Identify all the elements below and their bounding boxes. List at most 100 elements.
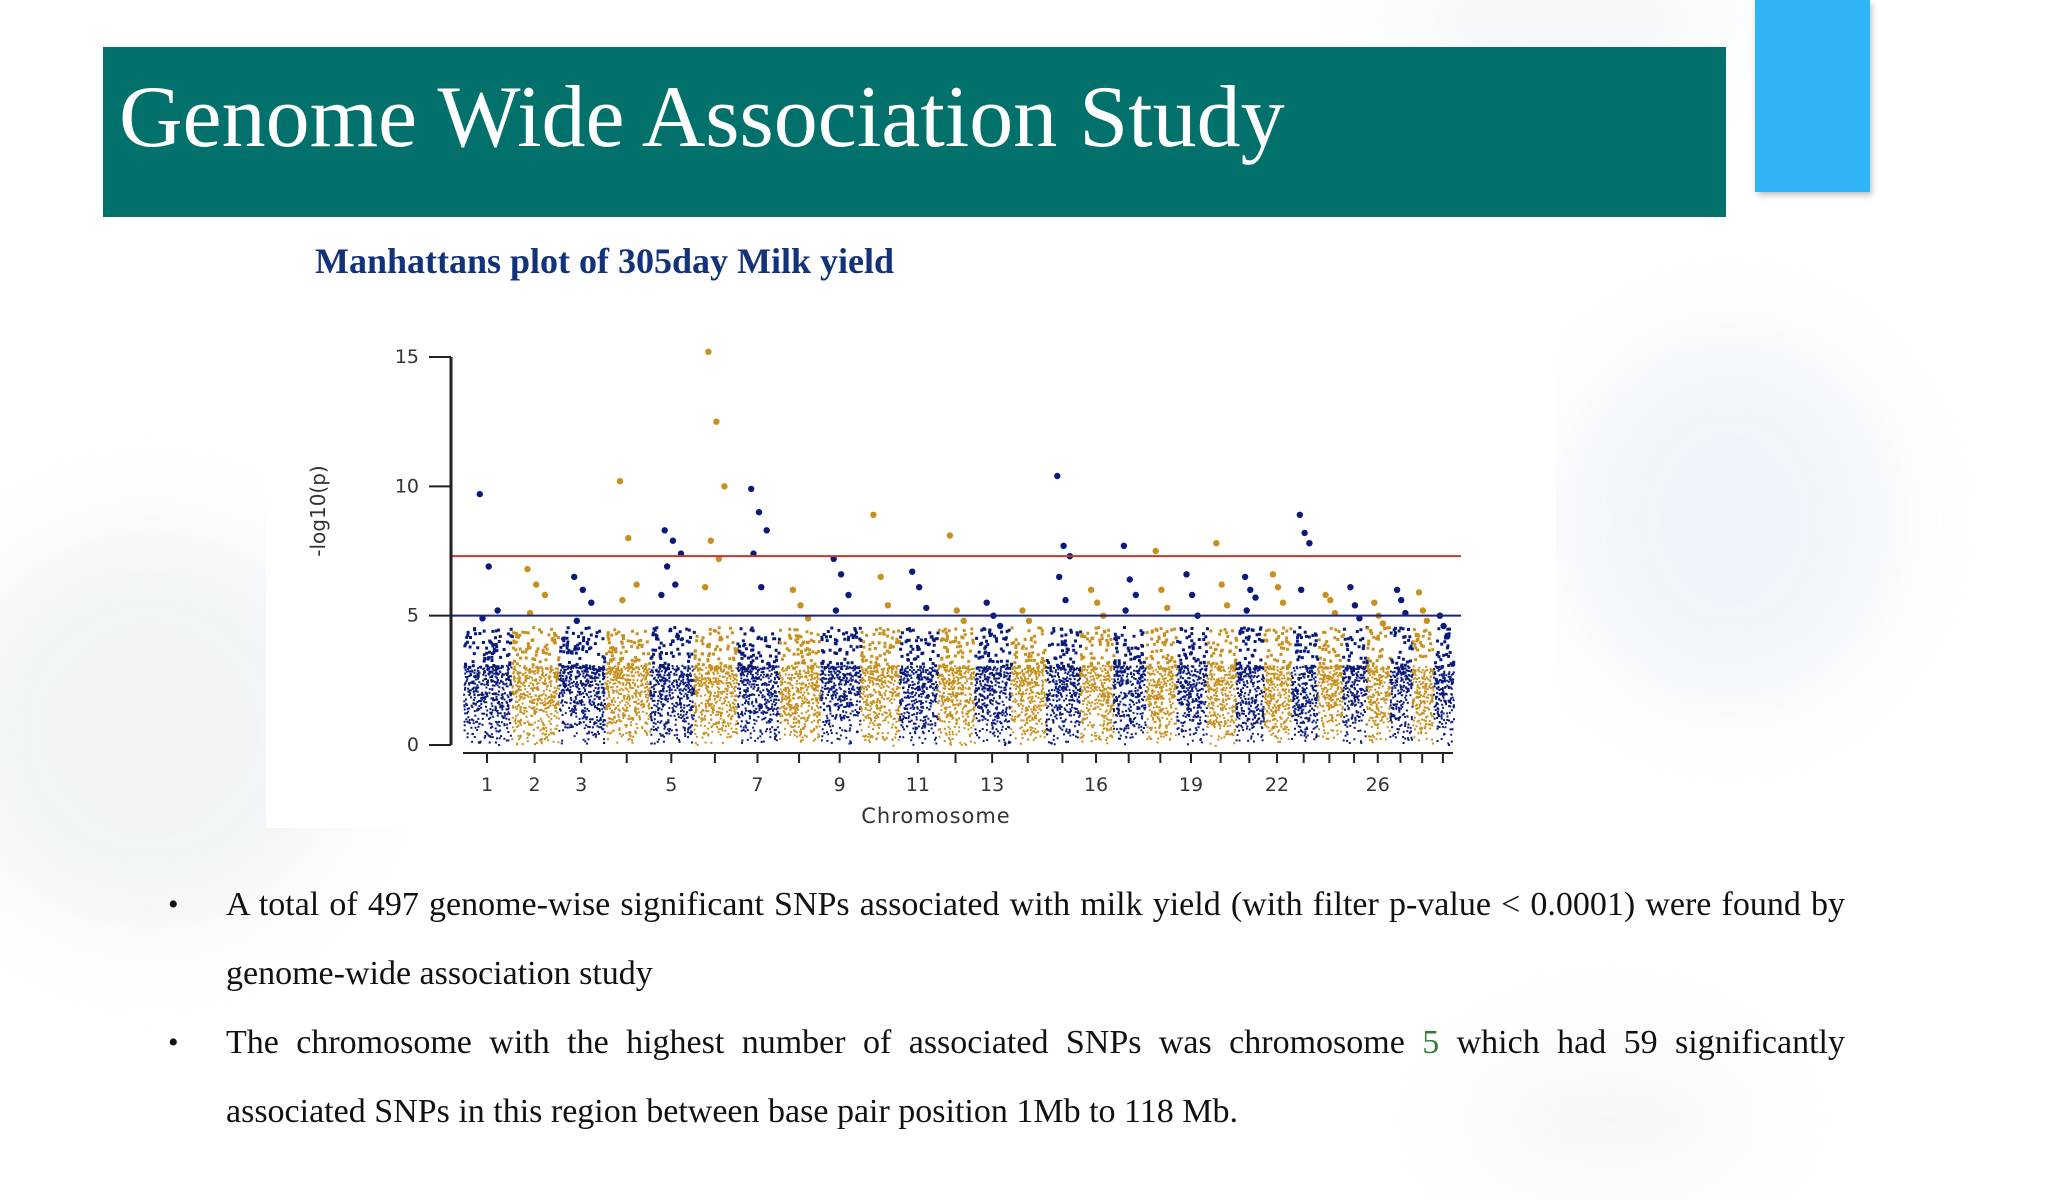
snp-point-chr20 xyxy=(1213,540,1220,547)
snp-point-chr23 xyxy=(1298,586,1305,593)
snp-point-chr5 xyxy=(661,527,668,534)
snp-point-chr16 xyxy=(1087,586,1095,593)
chromosome-band-25 xyxy=(1342,626,1369,744)
snp-point-chr14 xyxy=(1019,607,1026,614)
snp-point-chr13 xyxy=(983,599,990,606)
chromosome-band-9 xyxy=(819,626,863,745)
snp-point-chr7 xyxy=(758,584,765,591)
snp-point-chr15 xyxy=(1056,573,1063,581)
chromosome-band-10 xyxy=(859,626,902,747)
bullet-item: • The chromosome with the highest number… xyxy=(160,1008,1845,1146)
bullet-text: A total of 497 genome-wise significant S… xyxy=(226,886,1845,992)
snp-point-chr17 xyxy=(1120,542,1128,549)
snp-point-chr9 xyxy=(845,591,852,599)
chromosome-band-12 xyxy=(937,627,976,746)
snp-point-chr4 xyxy=(633,581,640,588)
snp-point-chr17 xyxy=(1132,591,1139,599)
snp-point-chr17 xyxy=(1126,576,1133,583)
x-tick-label: 3 xyxy=(575,774,587,796)
x-tick-label: 1 xyxy=(481,774,493,796)
x-tick-label: 22 xyxy=(1265,774,1289,796)
snp-point-chr4 xyxy=(619,596,626,604)
chromosome-band-13 xyxy=(974,627,1013,746)
x-tick-label: 2 xyxy=(529,774,541,796)
snp-point-chr4 xyxy=(616,478,624,485)
snp-point-chr29 xyxy=(1440,622,1447,630)
snp-point-chr3 xyxy=(571,573,578,581)
snp-point-chr8 xyxy=(797,602,804,609)
snp-point-chr28 xyxy=(1415,589,1423,596)
x-tick-label: 26 xyxy=(1366,774,1390,796)
x-tick-label: 13 xyxy=(980,774,1004,796)
bullet-list: • A total of 497 genome-wise significant… xyxy=(160,870,1845,1146)
y-axis-label: -log10(p) xyxy=(306,465,330,556)
snp-point-chr23 xyxy=(1296,511,1304,518)
chromosome-band-28 xyxy=(1411,628,1435,745)
snp-point-chr12 xyxy=(946,532,954,539)
snp-point-chr29 xyxy=(1444,633,1451,640)
chromosome-band-27 xyxy=(1389,626,1415,744)
bullet-item: • A total of 497 genome-wise significant… xyxy=(160,870,1845,1008)
x-tick-label: 16 xyxy=(1084,774,1108,796)
snp-point-chr27 xyxy=(1398,596,1405,604)
chromosome-band-15 xyxy=(1045,627,1083,746)
snp-point-chr6 xyxy=(721,483,728,490)
x-tick-label: 19 xyxy=(1179,774,1203,796)
chromosome-band-16 xyxy=(1079,626,1116,745)
snp-point-chr1 xyxy=(479,615,486,622)
snp-point-chr28 xyxy=(1419,607,1427,614)
bullet-marker: • xyxy=(168,888,179,921)
snp-point-chr11 xyxy=(923,604,930,612)
snp-point-chr5 xyxy=(672,581,679,588)
snp-point-chr8 xyxy=(804,615,812,622)
snp-point-chr6 xyxy=(715,555,722,562)
snp-point-chr6 xyxy=(702,584,709,591)
snp-point-chr10 xyxy=(884,602,892,609)
snp-point-chr5 xyxy=(663,563,671,570)
snp-point-chr5 xyxy=(658,591,665,599)
snp-point-chr21 xyxy=(1252,594,1259,601)
snp-point-chr3 xyxy=(588,599,595,606)
snp-point-chr2 xyxy=(533,581,540,588)
chromosome-band-4 xyxy=(604,628,652,744)
chromosome-band-17 xyxy=(1112,626,1147,746)
background-blob xyxy=(1560,330,1900,710)
chromosome-band-21 xyxy=(1235,626,1266,743)
chromosome-band-11 xyxy=(898,627,940,746)
snp-point-chr10 xyxy=(870,511,877,518)
snp-point-chr9 xyxy=(837,571,845,578)
snp-point-chr19 xyxy=(1183,571,1190,578)
snp-point-chr1 xyxy=(476,490,483,498)
snp-point-chr2 xyxy=(541,591,549,599)
chromosome-band-22 xyxy=(1263,626,1293,743)
snp-point-chr4 xyxy=(625,534,632,542)
snp-point-chr18 xyxy=(1164,604,1171,612)
manhattan-plot: 0 5 10 15 -log10(p) 1 2 3 5 7 9 11 13 16 19 22 26 Chromos… xyxy=(306,346,1461,828)
points-layer xyxy=(463,348,1456,747)
chromosome-band-8 xyxy=(778,627,822,743)
snp-point-chr21 xyxy=(1243,607,1250,614)
y-tick-label: 15 xyxy=(395,346,419,368)
snp-point-chr17 xyxy=(1122,607,1129,614)
snp-point-chr1 xyxy=(485,563,492,570)
snp-point-chr20 xyxy=(1218,581,1225,588)
snp-point-chr11 xyxy=(916,584,923,591)
snp-point-chr20 xyxy=(1223,602,1231,609)
chromosome-band-20 xyxy=(1206,628,1239,747)
snp-point-chr24 xyxy=(1327,596,1334,604)
snp-point-chr18 xyxy=(1158,586,1165,593)
y-tick-label: 10 xyxy=(395,475,419,497)
slide-title: Genome Wide Association Study xyxy=(119,69,1285,166)
x-tick-label: 5 xyxy=(665,774,677,796)
snp-point-chr26 xyxy=(1379,620,1387,627)
snp-point-chr22 xyxy=(1274,584,1282,591)
bullet-text-before: The chromosome with the highest number o… xyxy=(226,1024,1423,1061)
snp-point-chr15 xyxy=(1062,596,1069,604)
snp-point-chr15 xyxy=(1054,472,1061,480)
snp-point-chr21 xyxy=(1241,573,1249,581)
x-tick-label: 7 xyxy=(751,774,763,796)
x-tick-label: 9 xyxy=(834,774,846,796)
snp-point-chr6 xyxy=(713,418,720,425)
snp-point-chr12 xyxy=(960,617,967,624)
chromosome-band-2 xyxy=(511,626,561,746)
